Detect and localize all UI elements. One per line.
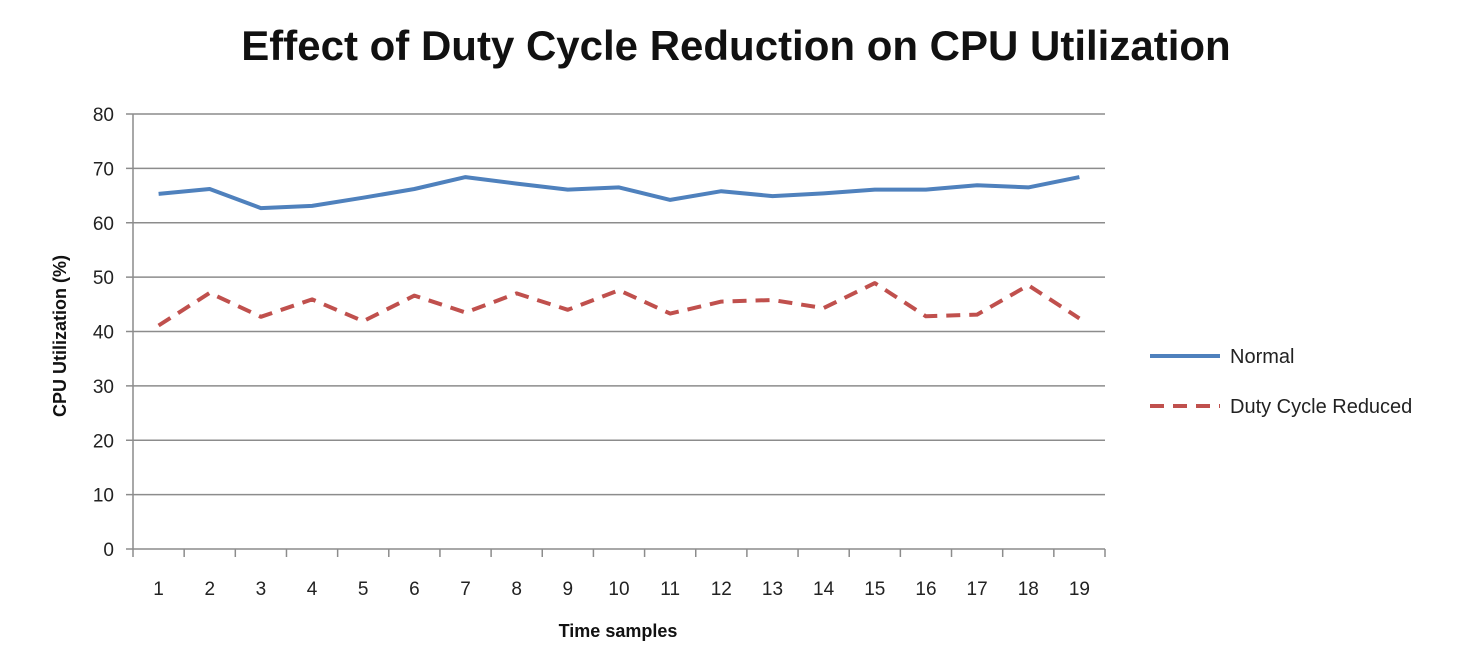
x-tick-label: 1 [153, 579, 164, 600]
gridlines [133, 113, 1105, 496]
x-tick-label: 8 [511, 579, 522, 600]
y-tick-label: 50 [93, 268, 114, 289]
x-tick-label: 18 [1018, 579, 1039, 600]
x-tick-label: 3 [256, 579, 267, 600]
series-line-1 [158, 175, 1080, 211]
x-tick-label: 7 [460, 579, 471, 600]
chart-title: Effect of Duty Cycle Reduction on CPU Ut… [241, 22, 1231, 69]
y-tick-label: 30 [93, 377, 114, 398]
y-tick-label: 60 [93, 214, 114, 235]
x-tick-label: 13 [762, 579, 783, 600]
series-line-2 [157, 281, 1081, 328]
x-tick-label: 6 [409, 579, 420, 600]
legend-label-2: Duty Cycle Reduced [1230, 396, 1412, 418]
x-tick-label: 10 [608, 579, 629, 600]
legend-label-1: Normal [1230, 346, 1294, 368]
y-tick-label: 0 [103, 540, 114, 561]
x-tick-label: 19 [1069, 579, 1090, 600]
x-tick-label: 16 [915, 579, 936, 600]
x-tick-label: 15 [864, 579, 885, 600]
x-tick-label: 2 [204, 579, 215, 600]
x-tick-label: 14 [813, 579, 835, 600]
x-tick-label: 12 [711, 579, 732, 600]
x-tick-label: 11 [660, 579, 680, 600]
y-tick-label: 40 [93, 323, 114, 344]
legend: Normal Duty Cycle Reduced [1150, 346, 1412, 418]
y-tick-label: 80 [93, 105, 114, 126]
x-tick-label: 9 [563, 579, 574, 600]
y-axis-title: CPU Utilization (%) [50, 255, 70, 417]
x-axis-title: Time samples [559, 621, 678, 641]
series-lines [157, 175, 1081, 328]
y-tick-label: 20 [93, 431, 114, 452]
x-tick-label: 5 [358, 579, 369, 600]
x-tick-label: 4 [307, 579, 318, 600]
y-tick-label: 70 [93, 159, 114, 180]
y-tick-label: 10 [93, 486, 114, 507]
x-tick-label: 17 [967, 579, 988, 600]
